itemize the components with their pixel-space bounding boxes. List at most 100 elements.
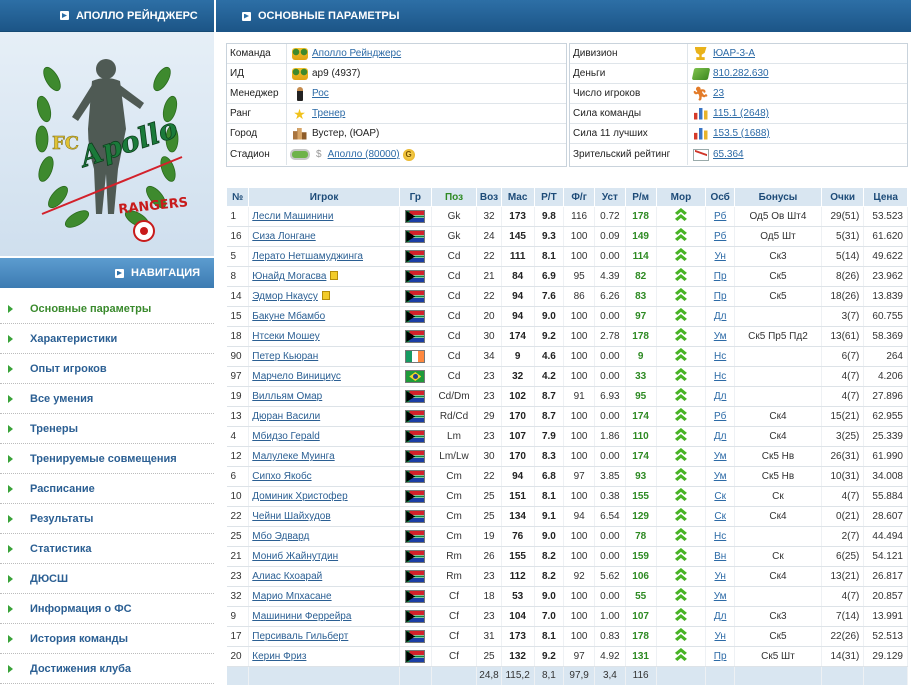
info-value[interactable]: Рос — [312, 88, 329, 99]
info-value[interactable]: Аполло Рейнджерс — [312, 48, 402, 59]
player-name-cell[interactable]: Марио Мпхасане — [248, 586, 400, 607]
player-name[interactable]: Машинини Феррейра — [252, 611, 352, 622]
special-ability[interactable]: Ум — [705, 586, 735, 607]
player-name[interactable]: Нтсеки Мошеу — [252, 331, 320, 342]
special-ability[interactable]: Дл — [705, 606, 735, 627]
special-ability[interactable]: Нс — [705, 346, 735, 367]
nav-item-1[interactable]: Характеристики — [0, 324, 214, 354]
player-name[interactable]: Лесли Машинини — [252, 211, 334, 222]
info-value[interactable]: 23 — [713, 88, 725, 99]
player-name-cell[interactable]: Доминик Христофер — [248, 486, 400, 507]
player-name-cell[interactable]: Нтсеки Мошеу — [248, 326, 400, 347]
special-ability[interactable]: Ск — [705, 506, 735, 527]
nav-item-7[interactable]: Результаты — [0, 504, 214, 534]
player-name-cell[interactable]: Сипхо Якобс — [248, 466, 400, 487]
player-name-cell[interactable]: Мбо Эдвард — [248, 526, 400, 547]
player-name[interactable]: Марчело Винициус — [252, 371, 341, 382]
player-name[interactable]: Эдмор Нкаусу — [252, 291, 318, 302]
player-name-cell[interactable]: Вилльям Омар — [248, 386, 400, 407]
nav-item-9[interactable]: ДЮСШ — [0, 564, 214, 594]
special-ability[interactable]: Рб — [705, 406, 735, 427]
collapse-icon[interactable] — [242, 11, 251, 21]
player-name[interactable]: Лерато Нетшамуджинга — [252, 251, 363, 262]
special-ability[interactable]: Нс — [705, 526, 735, 547]
info-value[interactable]: Аполло (80000) — [327, 149, 400, 160]
column-header[interactable]: № — [225, 187, 250, 207]
special-ability[interactable]: Ум — [705, 466, 735, 487]
player-name[interactable]: Алиас Кхоарай — [252, 571, 323, 582]
player-name-cell[interactable]: Лерато Нетшамуджинга — [248, 246, 400, 267]
player-name-cell[interactable]: Мбидзо Герald — [248, 426, 400, 447]
column-header[interactable]: Ф/г — [563, 187, 596, 207]
special-ability[interactable]: Ун — [705, 626, 735, 647]
player-name-cell[interactable]: Алиас Кхоарай — [248, 566, 400, 587]
special-ability[interactable]: Пр — [705, 266, 735, 287]
player-name-cell[interactable]: Марчело Винициус — [248, 366, 400, 387]
special-ability[interactable]: Пр — [705, 286, 735, 307]
player-name-cell[interactable]: Сиза Лонгане — [248, 226, 400, 247]
player-name[interactable]: Петер Кьюран — [252, 351, 319, 362]
player-name-cell[interactable]: Эдмор Нкаусу — [248, 286, 400, 307]
special-ability[interactable]: Вн — [705, 546, 735, 567]
column-header[interactable]: Цена — [863, 187, 908, 207]
player-name[interactable]: Сиза Лонгане — [252, 231, 316, 242]
info-value[interactable]: 115.1 (2648) — [713, 108, 769, 119]
special-ability[interactable]: Ум — [705, 326, 735, 347]
column-header[interactable]: Уст — [594, 187, 626, 207]
column-header[interactable]: Очки — [820, 187, 865, 207]
special-ability[interactable]: Ум — [705, 446, 735, 467]
player-name[interactable]: Юнайд Могасва — [252, 271, 327, 282]
special-ability[interactable]: Ун — [705, 246, 735, 267]
special-ability[interactable]: Дл — [705, 426, 735, 447]
player-name-cell[interactable]: Мониб Жайнутдин — [248, 546, 400, 567]
nav-item-3[interactable]: Все умения — [0, 384, 214, 414]
player-name[interactable]: Персиваль Гильберт — [252, 631, 349, 642]
player-name-cell[interactable]: Керин Фриз — [248, 646, 400, 667]
player-name[interactable]: Мониб Жайнутдин — [252, 551, 339, 562]
special-ability[interactable]: Нс — [705, 366, 735, 387]
player-name-cell[interactable]: Дюран Васили — [248, 406, 400, 427]
column-header[interactable]: Осб — [705, 187, 735, 207]
player-name-cell[interactable]: Малулеке Муинга — [248, 446, 400, 467]
info-value[interactable]: 65.364 — [713, 149, 744, 160]
nav-item-2[interactable]: Опыт игроков — [0, 354, 214, 384]
column-header[interactable]: Бонусы — [733, 187, 822, 207]
special-ability[interactable]: Рб — [705, 226, 735, 247]
player-name[interactable]: Бакуне Мбамбо — [252, 311, 326, 322]
player-name[interactable]: Чейни Шайхудов — [252, 511, 331, 522]
nav-item-10[interactable]: Информация о ФС — [0, 594, 214, 624]
special-ability[interactable]: Ск — [705, 486, 735, 507]
nav-item-8[interactable]: Статистика — [0, 534, 214, 564]
player-name-cell[interactable]: Бакуне Мбамбо — [248, 306, 400, 327]
column-header[interactable]: Р/м — [624, 187, 657, 207]
player-name-cell[interactable]: Юнайд Могасва — [248, 266, 400, 287]
collapse-icon[interactable] — [115, 268, 124, 278]
player-name[interactable]: Малулеке Муинга — [252, 451, 335, 462]
player-name-cell[interactable]: Петер Кьюран — [248, 346, 400, 367]
player-name[interactable]: Мбидзо Герald — [252, 431, 320, 442]
column-header[interactable]: Р/Т — [533, 187, 565, 207]
special-ability[interactable]: Дл — [705, 386, 735, 407]
player-name-cell[interactable]: Машинини Феррейра — [248, 606, 400, 627]
player-name[interactable]: Сипхо Якобс — [252, 471, 312, 482]
nav-item-6[interactable]: Расписание — [0, 474, 214, 504]
special-ability[interactable]: Рб — [705, 206, 735, 227]
info-value[interactable]: Тренер — [312, 108, 346, 119]
player-name[interactable]: Марио Мпхасане — [252, 591, 332, 602]
player-name[interactable]: Дюран Васили — [252, 411, 321, 422]
player-name-cell[interactable]: Чейни Шайхудов — [248, 506, 400, 527]
player-name[interactable]: Вилльям Омар — [252, 391, 323, 402]
nav-item-4[interactable]: Тренеры — [0, 414, 214, 444]
special-ability[interactable]: Дл — [705, 306, 735, 327]
info-value[interactable]: 810.282.630 — [713, 68, 769, 79]
player-name-cell[interactable]: Персиваль Гильберт — [248, 626, 400, 647]
nav-item-11[interactable]: История команды — [0, 624, 214, 654]
player-name[interactable]: Керин Фриз — [252, 651, 307, 662]
column-header[interactable]: Поз — [430, 187, 478, 207]
info-value[interactable]: ЮАР-3-А — [713, 48, 756, 59]
nav-item-12[interactable]: Достижения клуба — [0, 654, 214, 684]
nav-item-5[interactable]: Тренируемые совмещения — [0, 444, 214, 474]
column-header[interactable]: Воз — [476, 187, 502, 207]
nav-item-0[interactable]: Основные параметры — [0, 294, 214, 324]
special-ability[interactable]: Ун — [705, 566, 735, 587]
